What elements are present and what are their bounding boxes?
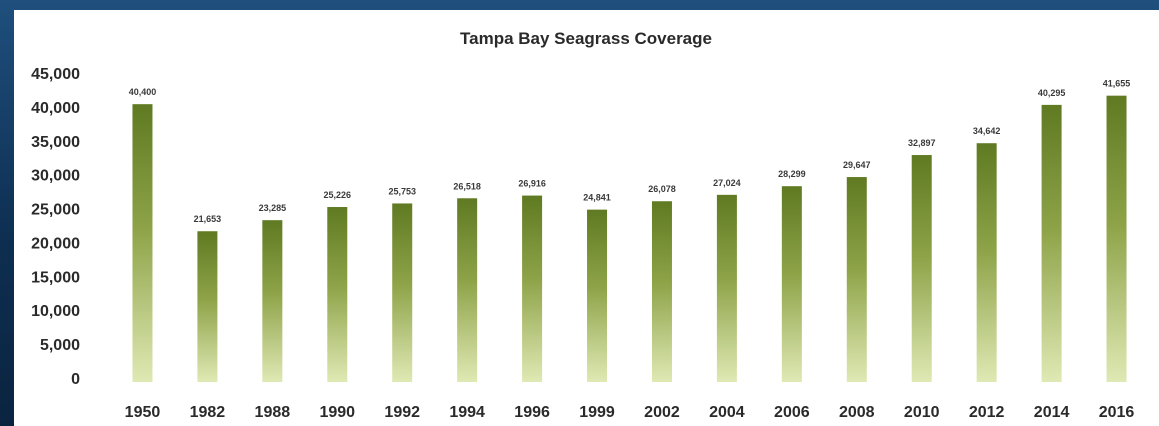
bar-2016: [1106, 95, 1127, 383]
data-label-1994: 26,518: [453, 181, 481, 191]
data-label-1990: 25,226: [324, 190, 352, 200]
x-tick-label-2002: 2002: [644, 404, 680, 421]
bar-1992: [392, 203, 413, 382]
data-label-2016: 41,655: [1103, 79, 1131, 89]
bar-1950: [132, 104, 153, 382]
x-tick-label-1994: 1994: [449, 404, 485, 421]
bar-chart: Tampa Bay Seagrass Coverage 0 5,000 10,000…: [31, 29, 1135, 421]
data-label-2012: 34,642: [973, 126, 1001, 136]
x-tick-label-2008: 2008: [839, 404, 875, 421]
data-label-1992: 25,753: [388, 186, 416, 196]
y-tick-label: 0: [71, 371, 80, 388]
chart-panel: Tampa Bay Seagrass Coverage 0 5,000 10,000…: [14, 10, 1159, 426]
x-tick-label-1990: 1990: [319, 404, 355, 421]
data-label-1950: 40,400: [129, 87, 157, 97]
data-label-2002: 26,078: [648, 184, 676, 194]
bar-2010: [911, 155, 932, 382]
y-tick-label: 15,000: [31, 269, 80, 286]
x-tick-label-1996: 1996: [514, 404, 550, 421]
chart-title: Tampa Bay Seagrass Coverage: [460, 29, 712, 48]
x-tick-label-2006: 2006: [774, 404, 810, 421]
data-label-2014: 40,295: [1038, 88, 1066, 98]
y-tick-label: 40,000: [31, 100, 80, 117]
x-tick-label-2004: 2004: [709, 404, 745, 421]
x-tick-label-1992: 1992: [384, 404, 420, 421]
x-tick-label-1950: 1950: [125, 404, 161, 421]
bar-1990: [327, 207, 348, 382]
bar-2006: [781, 186, 802, 382]
bar-2012: [976, 143, 997, 382]
y-tick-label: 5,000: [40, 337, 80, 354]
bar-2014: [1041, 104, 1062, 383]
data-labels-group: 40,400 21,653 23,285 25,226 25,753 26,518 26,9…: [129, 79, 1131, 225]
x-tick-label-2010: 2010: [904, 404, 940, 421]
bars-group: [132, 95, 1127, 383]
bar-2002: [651, 201, 672, 382]
data-label-1996: 26,916: [518, 179, 546, 189]
bar-1996: [522, 195, 543, 382]
data-label-1982: 21,653: [194, 214, 222, 224]
bar-1999: [587, 209, 608, 382]
data-label-2006: 28,299: [778, 169, 806, 179]
x-tick-label-1999: 1999: [579, 404, 615, 421]
bar-1988: [262, 220, 283, 382]
x-tick-label-2012: 2012: [969, 404, 1005, 421]
bar-2004: [716, 194, 737, 382]
y-tick-label: 10,000: [31, 303, 80, 320]
bar-1982: [197, 231, 218, 382]
bar-1994: [457, 198, 478, 382]
data-label-1999: 24,841: [583, 193, 611, 203]
data-label-1988: 23,285: [259, 203, 287, 213]
y-tick-label: 25,000: [31, 202, 80, 219]
y-axis: 0 5,000 10,000 15,000 20,000 25,000 30,000 35,0…: [31, 66, 80, 388]
data-label-2008: 29,647: [843, 160, 871, 170]
x-tick-label-2014: 2014: [1034, 404, 1070, 421]
y-tick-label: 30,000: [31, 168, 80, 185]
y-tick-label: 35,000: [31, 134, 80, 151]
x-axis: 1950 1982 1988 1990 1992 1994 1996 1999 2002 2004…: [125, 404, 1135, 421]
y-tick-label: 45,000: [31, 66, 80, 83]
x-tick-label-2016: 2016: [1099, 404, 1135, 421]
y-tick-label: 20,000: [31, 235, 80, 252]
bar-2008: [846, 177, 867, 382]
x-tick-label-1982: 1982: [190, 404, 226, 421]
data-label-2010: 32,897: [908, 138, 936, 148]
x-tick-label-1988: 1988: [255, 404, 291, 421]
data-label-2004: 27,024: [713, 178, 741, 188]
